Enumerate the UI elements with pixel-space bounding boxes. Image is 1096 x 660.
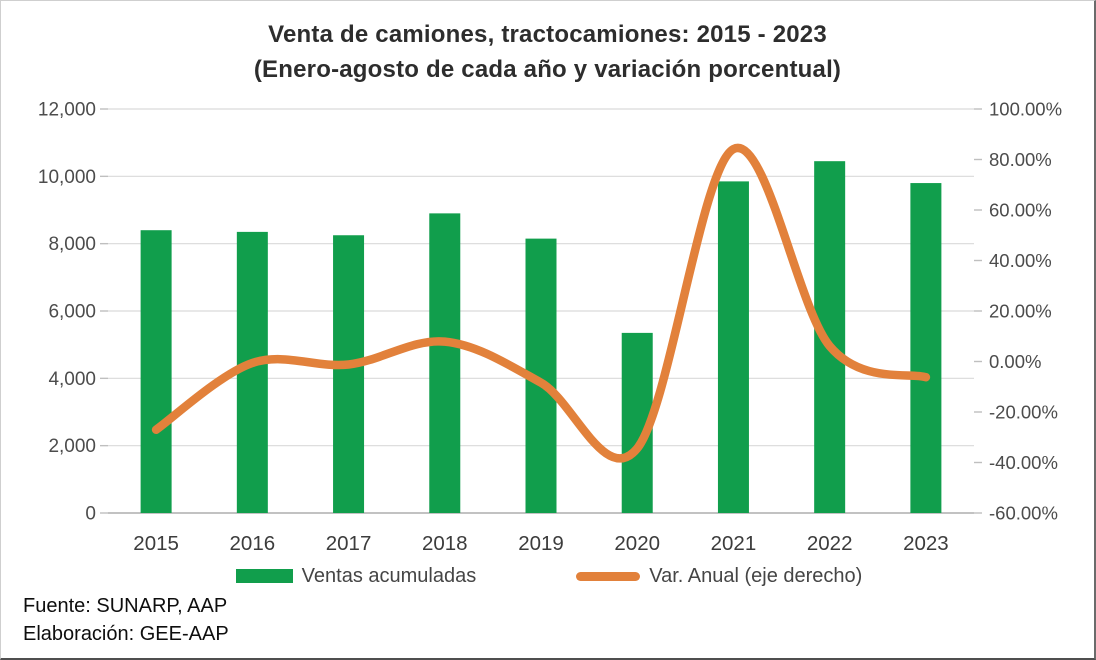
category-label-2019: 2019 (518, 532, 564, 555)
right-axis-label: -60.00% (989, 503, 1058, 524)
footer-source: Fuente: SUNARP, AAP (23, 595, 228, 617)
bar-2018 (429, 213, 461, 513)
legend-item-variacion: Var. Anual (eje derecho) (576, 565, 862, 588)
left-axis-label: 2,000 (48, 436, 96, 457)
legend-item-ventas: Ventas acumuladas (235, 564, 477, 588)
right-axis-label: 100.00% (989, 99, 1062, 120)
chart-title: Venta de camiones, tractocamiones: 2015 … (1, 17, 1094, 87)
chart-title-line2: (Enero-agosto de cada año y variación po… (253, 56, 842, 83)
left-axis-label: 4,000 (48, 369, 96, 390)
bar-2016 (236, 231, 268, 513)
variation-line (151, 143, 931, 463)
legend-line-swatch (576, 571, 641, 581)
right-axis-label: -40.00% (989, 452, 1058, 473)
left-axis-label: 0 (85, 504, 96, 525)
legend-bar-label: Ventas acumuladas (301, 564, 477, 587)
chart-legend: Ventas acumuladas Var. Anual (eje derech… (1, 562, 1094, 590)
right-axis-label: -20.00% (989, 402, 1058, 423)
category-label-2017: 2017 (326, 532, 372, 555)
bar-2023 (910, 183, 942, 514)
legend-line-label: Var. Anual (eje derecho) (649, 564, 863, 587)
category-label-2016: 2016 (230, 532, 276, 555)
left-axis-label: 8,000 (48, 234, 96, 255)
chart-footer: Fuente: SUNARP, AAP Elaboración: GEE-AAP (23, 592, 229, 648)
category-label-2018: 2018 (422, 532, 468, 555)
right-axis-label: 0.00% (989, 351, 1041, 372)
right-axis-label: 80.00% (989, 149, 1052, 170)
footer-elaboration: Elaboración: GEE-AAP (23, 623, 229, 645)
left-axis-label: 12,000 (38, 100, 96, 121)
bar-2021 (717, 181, 749, 513)
left-axis-label: 10,000 (38, 167, 96, 188)
bar-2017 (333, 235, 365, 513)
category-label-2015: 2015 (133, 532, 179, 555)
right-axis-label: 60.00% (989, 200, 1052, 221)
category-label-2023: 2023 (903, 532, 949, 555)
right-axis-label: 20.00% (989, 301, 1052, 322)
category-label-2021: 2021 (711, 532, 757, 555)
category-label-2020: 2020 (614, 532, 660, 555)
chart-title-line1: Venta de camiones, tractocamiones: 2015 … (268, 21, 827, 48)
category-label-2022: 2022 (807, 532, 853, 555)
left-axis-label: 6,000 (48, 302, 96, 323)
legend-bar-swatch (235, 569, 293, 583)
right-axis-label: 40.00% (989, 250, 1052, 271)
bar-2015 (140, 230, 172, 513)
